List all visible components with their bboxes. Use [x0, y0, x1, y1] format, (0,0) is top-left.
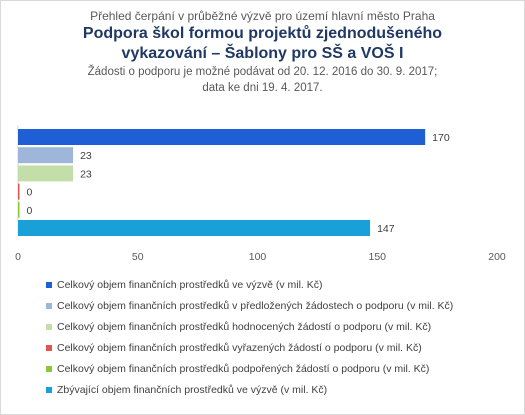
- legend-swatch-4: [46, 345, 52, 351]
- legend-label-4: Celkový objem finančních prostředků vyřa…: [57, 342, 422, 354]
- x-tick-label-100: 100: [249, 251, 267, 263]
- chart-legend: Celkový objem finančních prostředků ve v…: [46, 278, 516, 404]
- bar-chart: 170 23 23 0 0 147 0 50 100 150 200: [15, 125, 506, 263]
- chart-subtitle-line-1: Žádosti o podporu je možné podávat od 20…: [87, 66, 438, 78]
- data-label-6: 147: [377, 223, 395, 235]
- legend-label-5: Celkový objem finančních prostředků podp…: [57, 363, 430, 375]
- chart-subtitle-line-2: data ke dni 19. 4. 2017.: [202, 82, 323, 94]
- legend-swatch-6: [46, 387, 52, 393]
- legend-item-4: Celkový objem finančních prostředků vyřa…: [46, 341, 516, 362]
- bar-2: [18, 147, 74, 164]
- bar-6: [18, 220, 371, 236]
- bar-4: [18, 183, 20, 200]
- x-tick-label-50: 50: [132, 251, 144, 263]
- data-label-2: 23: [80, 150, 92, 162]
- legend-label-2: Celkový objem finančních prostředků v př…: [57, 300, 454, 312]
- legend-label-6: Zbývající objem finančních prostředků ve…: [57, 384, 328, 396]
- bar-5: [18, 201, 20, 218]
- bar-1: [18, 129, 426, 145]
- x-tick-label-150: 150: [368, 251, 386, 263]
- legend-label-3: Celkový objem finančních prostředků hodn…: [57, 321, 432, 333]
- data-label-1: 170: [432, 132, 450, 144]
- chart-supertitle: Přehled čerpání v průběžné výzvě pro úze…: [90, 9, 435, 23]
- x-tick-label-200: 200: [488, 251, 506, 263]
- legend-item-5: Celkový objem finančních prostředků podp…: [46, 362, 516, 383]
- legend-swatch-2: [46, 303, 52, 309]
- legend-item-1: Celkový objem finančních prostředků ve v…: [46, 278, 516, 299]
- legend-label-1: Celkový objem finančních prostředků ve v…: [57, 279, 323, 291]
- data-label-5: 0: [27, 205, 33, 217]
- legend-swatch-1: [46, 282, 52, 288]
- chart-title-line-1: Podpora škol formou projektů zjednodušen…: [82, 25, 443, 42]
- legend-item-3: Celkový objem finančních prostředků hodn…: [46, 320, 516, 341]
- chart-title-line-2: vykazování – Šablony pro SŠ a VOŠ I: [121, 45, 404, 62]
- bar-3: [18, 165, 74, 182]
- x-tick-label-0: 0: [15, 251, 21, 263]
- legend-item-2: Celkový objem finančních prostředků v př…: [46, 299, 516, 320]
- legend-swatch-3: [46, 324, 52, 330]
- legend-item-6: Zbývající objem finančních prostředků ve…: [46, 383, 516, 404]
- data-label-3: 23: [80, 168, 92, 180]
- legend-swatch-5: [46, 366, 52, 372]
- data-label-4: 0: [27, 187, 33, 199]
- chart-title-block: Přehled čerpání v průběžné výzvě pro úze…: [0, 8, 525, 96]
